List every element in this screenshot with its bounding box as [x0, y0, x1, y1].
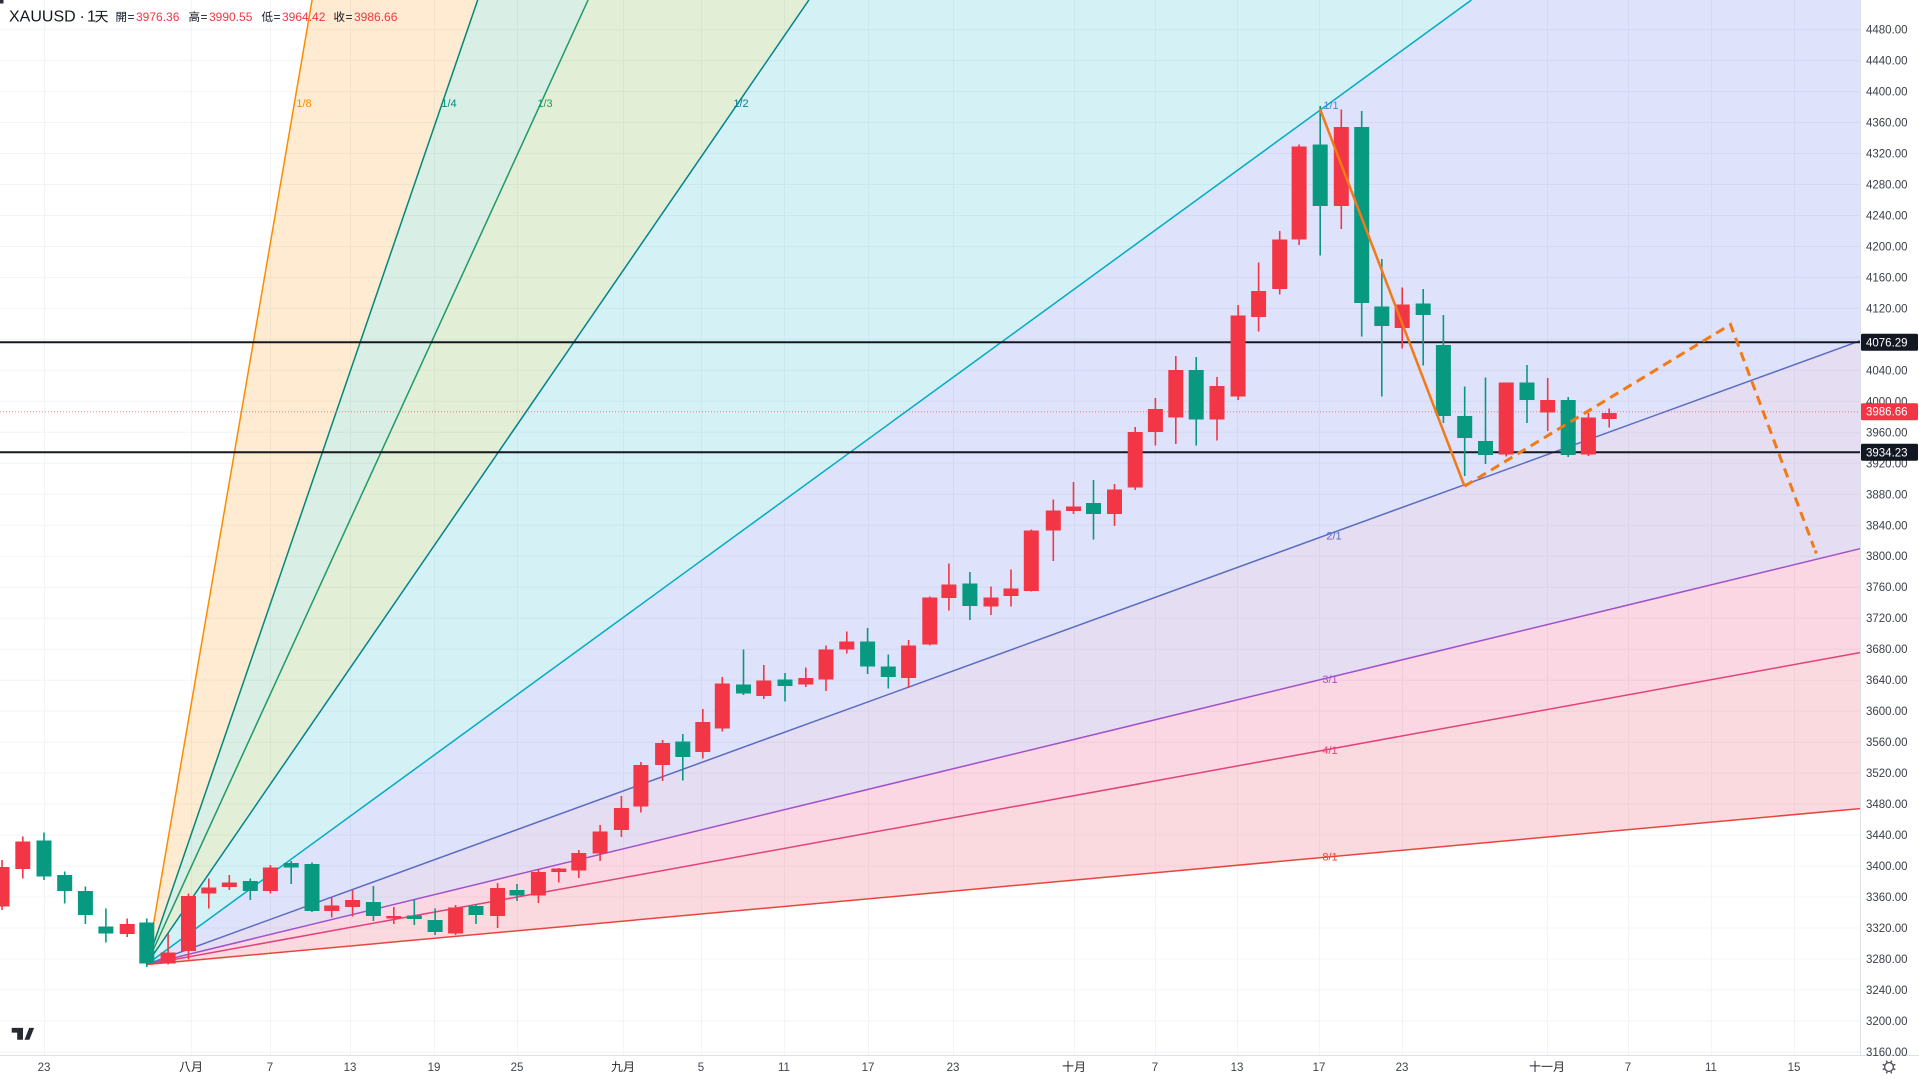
svg-text:3200.00: 3200.00	[1866, 1016, 1908, 1028]
svg-text:4076.29: 4076.29	[1866, 337, 1908, 349]
svg-text:3480.00: 3480.00	[1866, 799, 1908, 811]
svg-text:8/1: 8/1	[1322, 852, 1337, 864]
svg-text:1: 1	[87, 9, 96, 26]
svg-text:3600.00: 3600.00	[1866, 706, 1908, 718]
svg-text:4240.00: 4240.00	[1866, 211, 1908, 223]
svg-text:3840.00: 3840.00	[1866, 520, 1908, 532]
svg-text:3680.00: 3680.00	[1866, 644, 1908, 656]
svg-text:3934.23: 3934.23	[1866, 447, 1908, 459]
svg-text:4480.00: 4480.00	[1866, 25, 1908, 37]
svg-text:23: 23	[38, 1062, 51, 1074]
svg-text:4040.00: 4040.00	[1866, 365, 1908, 377]
svg-text:25: 25	[511, 1062, 524, 1074]
svg-text:3976.36: 3976.36	[136, 10, 180, 24]
svg-text:=: =	[128, 10, 135, 24]
svg-text:3880.00: 3880.00	[1866, 489, 1908, 501]
svg-text:13: 13	[344, 1062, 357, 1074]
svg-text:17: 17	[1313, 1062, 1326, 1074]
svg-text:3160.00: 3160.00	[1866, 1047, 1908, 1059]
svg-text:=: =	[274, 10, 281, 24]
svg-text:19: 19	[428, 1062, 441, 1074]
svg-text:3986.66: 3986.66	[1866, 407, 1908, 419]
svg-text:3760.00: 3760.00	[1866, 582, 1908, 594]
svg-text:3986.66: 3986.66	[354, 10, 398, 24]
svg-text:17: 17	[862, 1062, 875, 1074]
svg-text:4360.00: 4360.00	[1866, 118, 1908, 130]
svg-text:XAUUSD: XAUUSD	[9, 9, 76, 26]
svg-text:2/1: 2/1	[1326, 531, 1341, 543]
svg-text:3280.00: 3280.00	[1866, 954, 1908, 966]
svg-text:4400.00: 4400.00	[1866, 87, 1908, 99]
svg-text:3440.00: 3440.00	[1866, 830, 1908, 842]
svg-text:4120.00: 4120.00	[1866, 303, 1908, 315]
svg-text:4280.00: 4280.00	[1866, 180, 1908, 192]
svg-text:3960.00: 3960.00	[1866, 427, 1908, 439]
svg-text:3240.00: 3240.00	[1866, 985, 1908, 997]
svg-text:23: 23	[1396, 1062, 1409, 1074]
svg-text:23: 23	[947, 1062, 960, 1074]
svg-text:3360.00: 3360.00	[1866, 892, 1908, 904]
svg-text:=: =	[346, 10, 353, 24]
svg-text:3640.00: 3640.00	[1866, 675, 1908, 687]
svg-text:4200.00: 4200.00	[1866, 242, 1908, 254]
svg-text:3520.00: 3520.00	[1866, 768, 1908, 780]
svg-text:4320.00: 4320.00	[1866, 149, 1908, 161]
svg-text:11: 11	[1705, 1062, 1717, 1074]
svg-text:3400.00: 3400.00	[1866, 861, 1908, 873]
svg-text:1/3: 1/3	[537, 98, 552, 110]
svg-text:4/1: 4/1	[1322, 745, 1337, 757]
svg-text:3990.55: 3990.55	[209, 10, 253, 24]
svg-text:3964.42: 3964.42	[282, 10, 326, 24]
svg-text:3/1: 3/1	[1322, 674, 1337, 686]
svg-text:7: 7	[267, 1062, 273, 1074]
svg-text:7: 7	[1152, 1062, 1158, 1074]
svg-text:1/1: 1/1	[1323, 100, 1338, 112]
svg-text:3920.00: 3920.00	[1866, 458, 1908, 470]
svg-text:3720.00: 3720.00	[1866, 613, 1908, 625]
svg-text:3560.00: 3560.00	[1866, 737, 1908, 749]
svg-text:1/2: 1/2	[733, 98, 748, 110]
svg-text:=: =	[201, 10, 208, 24]
svg-text:4440.00: 4440.00	[1866, 56, 1908, 68]
svg-text:11: 11	[778, 1062, 790, 1074]
svg-text:3320.00: 3320.00	[1866, 923, 1908, 935]
svg-text:·: ·	[80, 9, 85, 26]
svg-text:3800.00: 3800.00	[1866, 551, 1908, 563]
svg-text:1/8: 1/8	[296, 98, 311, 110]
svg-text:15: 15	[1788, 1062, 1801, 1074]
svg-text:5: 5	[698, 1062, 704, 1074]
svg-text:4160.00: 4160.00	[1866, 272, 1908, 284]
svg-text:1/4: 1/4	[441, 98, 456, 110]
svg-text:13: 13	[1231, 1062, 1244, 1074]
svg-text:7: 7	[1625, 1062, 1631, 1074]
